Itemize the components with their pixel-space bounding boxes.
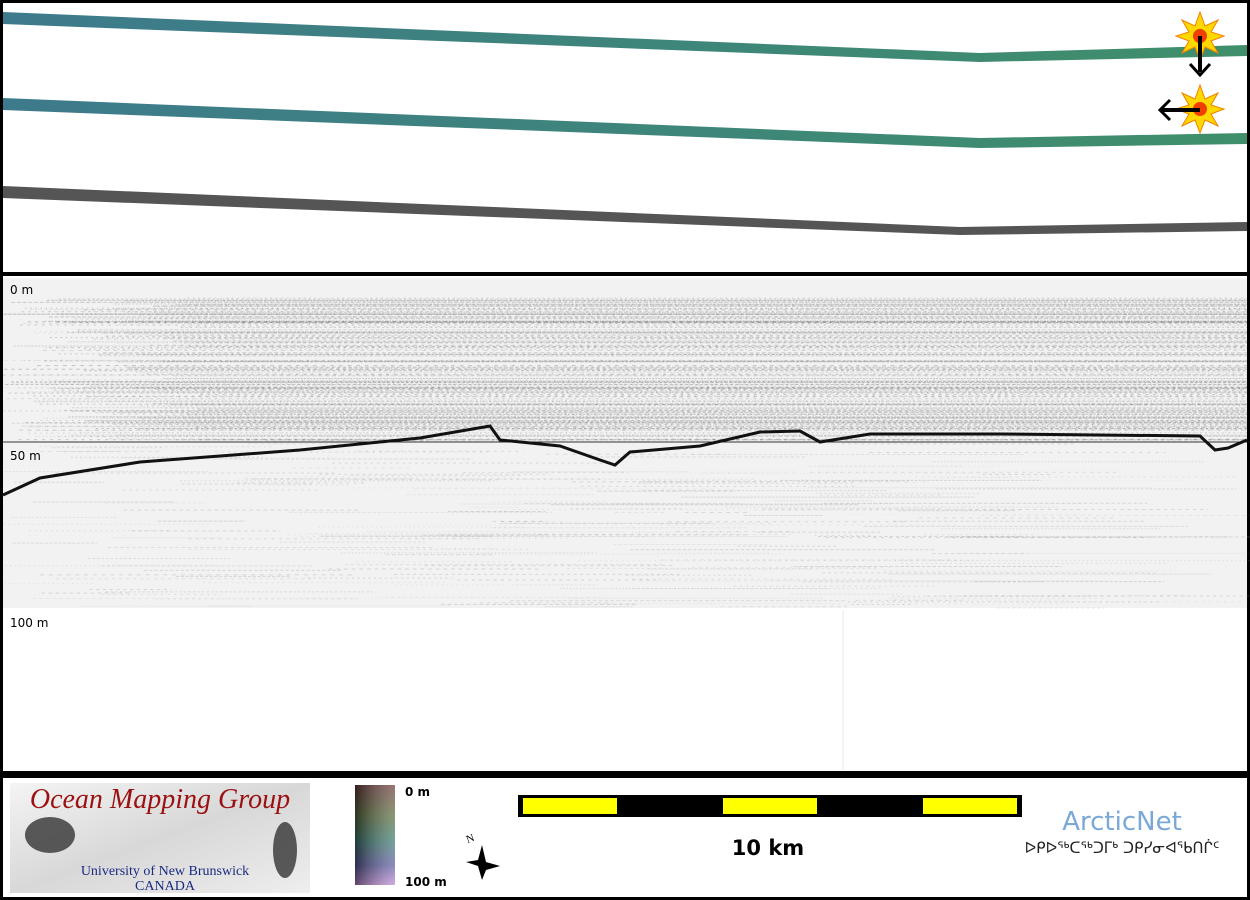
sun-icon [1157, 83, 1226, 135]
swath-band [3, 98, 1247, 148]
scale-label: 10 km [732, 836, 804, 860]
scale-segment [723, 798, 817, 814]
depth-label: 0 m [10, 283, 33, 297]
logo-shape [273, 822, 297, 878]
depth-label: 50 m [10, 449, 41, 463]
logo-university: University of New Brunswick [81, 864, 249, 879]
depth-label: 100 m [10, 616, 48, 630]
scale-segment [523, 798, 617, 814]
sonar-noise [3, 297, 1250, 609]
colorbar-label: 100 m [405, 875, 447, 889]
seabed-profile [2, 424, 1248, 497]
logo-title: Ocean Mapping Group [30, 784, 290, 815]
logo-country: CANADA [135, 879, 196, 894]
compass-label: N [465, 832, 477, 846]
sun-icon [1174, 10, 1226, 78]
sonar-image [3, 278, 1247, 608]
partner-inuktitut: ᐅᑭᐅᖅᑕᖅᑐᒥᒃ ᑐᑭᓯᓂᐊᖃᑎᒌᑦ [1025, 839, 1220, 857]
swath-band [3, 186, 1247, 235]
partner-logo: ArcticNet [1062, 807, 1182, 837]
colorbar-shade [355, 785, 395, 885]
logo-shape [25, 817, 75, 853]
colorbar-label: 0 m [405, 785, 430, 799]
scale-segment [923, 798, 1017, 814]
compass: N [465, 832, 500, 880]
swath-band [3, 12, 1247, 62]
